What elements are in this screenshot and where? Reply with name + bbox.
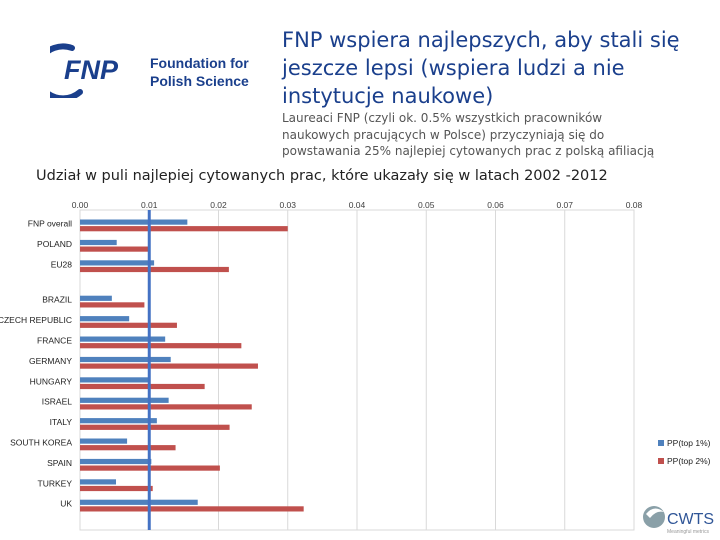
bar-top1 (80, 418, 157, 424)
logo-abbrev: FNP (64, 55, 119, 85)
cwts-logo-sub: Meaningful metrics (667, 529, 709, 535)
x-tick-label: 0.07 (556, 200, 573, 210)
cwts-logo-text: CWTS (667, 511, 714, 528)
bar-top2 (80, 302, 145, 308)
bar-top2 (80, 485, 153, 492)
logo-arc-icon (50, 43, 83, 98)
bar-top1 (80, 397, 169, 403)
bar-top1 (80, 336, 166, 342)
bar-top2 (80, 246, 150, 252)
bar-top1 (80, 295, 112, 301)
x-tick-label: 0.06 (487, 200, 504, 210)
bar-top2 (80, 363, 258, 369)
legend-swatch (658, 458, 664, 464)
logo-line1: Foundation for (150, 55, 249, 71)
logo-line2: Polish Science (150, 73, 249, 89)
category-label: TURKEY (38, 478, 73, 488)
fnp-logo: FNP Foundation for Polish Science (50, 43, 249, 98)
bar-top1 (80, 356, 171, 363)
bar-top2 (80, 445, 176, 451)
bar-top1 (80, 479, 117, 485)
category-label: UK (60, 499, 72, 509)
bar-top2 (80, 383, 205, 390)
category-label: CZECH REPUBLIC (0, 315, 72, 325)
category-label: POLAND (37, 239, 72, 249)
category-label: FRANCE (37, 336, 72, 346)
chart-caption: Udział w puli najlepiej cytowanych prac,… (36, 168, 608, 184)
bar-top1 (80, 239, 117, 246)
bar-top1 (80, 499, 198, 505)
page-subtitle: Laureaci FNP (czyli ok. 0.5% wszystkich … (282, 111, 655, 158)
legend-label: PP(top 1%) (667, 438, 711, 448)
bar-top2 (80, 424, 230, 430)
category-label: GERMANY (29, 356, 72, 366)
page-title: FNP wspiera najlepszych, aby stali się j… (282, 28, 680, 108)
category-label: EU28 (51, 259, 73, 269)
legend-label: PP(top 2%) (667, 456, 711, 466)
x-tick-label: 0.02 (210, 200, 227, 210)
category-label: ITALY (50, 417, 73, 427)
x-tick-label: 0.08 (626, 200, 643, 210)
x-tick-label: 0.00 (72, 200, 89, 210)
category-label: SPAIN (47, 458, 72, 468)
bar-top1 (80, 458, 152, 465)
x-tick-label: 0.05 (418, 200, 435, 210)
category-label: ISRAEL (42, 397, 73, 407)
cwts-logo: CWTS Meaningful metrics (643, 506, 714, 535)
x-tick-label: 0.04 (349, 200, 366, 210)
bar-top2 (80, 404, 252, 410)
bar-top1 (80, 316, 130, 322)
x-tick-label: 0.01 (141, 200, 158, 210)
category-label: SOUTH KOREA (10, 438, 72, 448)
cwts-swirl-icon (646, 508, 664, 518)
bar-top1 (80, 260, 155, 266)
bar-top2 (80, 322, 177, 328)
bar-top1 (80, 438, 128, 444)
bar-top2 (80, 506, 304, 512)
category-label: BRAZIL (42, 295, 72, 305)
category-label: HUNGARY (30, 376, 73, 386)
category-label: FNP overall (28, 219, 72, 229)
x-tick-label: 0.03 (279, 200, 296, 210)
bar-top2 (80, 266, 229, 273)
legend-swatch (658, 440, 664, 446)
bar-top2 (80, 343, 242, 349)
bar-top1 (80, 377, 150, 383)
bar-top1 (80, 219, 188, 225)
bar-chart: 0.00 0.01 0.02 0.03 0.04 0.05 0.06 0.07 0.08 FNP … (0, 200, 711, 531)
bar-top2 (80, 226, 288, 232)
